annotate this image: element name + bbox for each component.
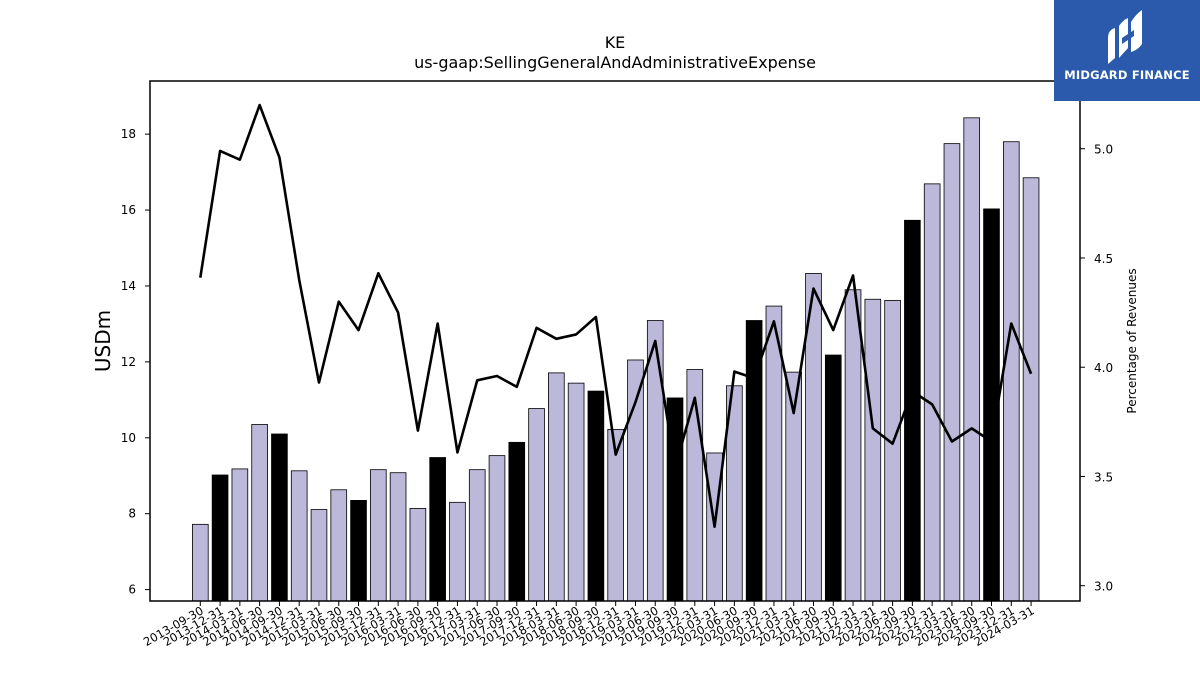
bar-2023-03-31 (943, 143, 961, 602)
bar-2016-09-30 (429, 457, 446, 602)
bar-2021-12-31 (844, 289, 862, 602)
bar-2015-12-31 (370, 469, 387, 602)
y2-tick-label: 5.0 (1094, 143, 1113, 157)
bar-2019-03-31 (627, 359, 644, 602)
y2-axis-label: Percentage of Revenues (1125, 268, 1139, 413)
plot-frame (149, 80, 1081, 602)
y-tick-label: 8 (128, 507, 136, 521)
bar-2014-06-30 (251, 424, 268, 602)
bar-2015-06-30 (330, 489, 348, 602)
midgard-finance-logo: MIDGARD FINANCE (1054, 0, 1200, 101)
bar-2017-06-30 (488, 455, 506, 602)
bar-2023-06-30 (963, 117, 981, 602)
logo-mark-icon (1108, 10, 1142, 64)
bar-2014-12-31 (290, 470, 308, 602)
revenue-percentage-line (199, 103, 1033, 529)
y-tick-label: 6 (128, 583, 136, 597)
bar-2023-12-31 (1002, 141, 1020, 602)
chart-title: KE (605, 33, 626, 52)
chart-subtitle: us-gaap:SellingGeneralAndAdministrativeE… (414, 53, 816, 72)
y2-tick-label: 4.0 (1094, 361, 1113, 375)
y-axis-left: 6 8 10 12 14 16 18 (121, 127, 150, 597)
y-tick-label: 14 (121, 279, 136, 293)
bar-2013-12-31 (211, 474, 229, 602)
bar-series (191, 117, 1040, 602)
bar-2021-09-30 (824, 354, 842, 602)
bar-2022-12-31 (923, 183, 941, 602)
y-axis-label: USDm (91, 310, 115, 372)
bar-2022-06-30 (884, 299, 901, 602)
y-tick-label: 12 (121, 355, 136, 369)
bar-2014-03-31 (231, 468, 249, 602)
bar-2013-09-30 (191, 523, 209, 602)
y2-tick-label: 3.5 (1094, 470, 1113, 484)
bar-2018-09-30 (587, 390, 605, 602)
bar-2019-06-30 (646, 320, 664, 602)
y2-tick-label: 4.5 (1094, 252, 1113, 266)
y-axis-right: 3.0 3.5 4.0 4.5 5.0 (1080, 143, 1113, 594)
bar-2024-03-31 (1022, 177, 1040, 602)
bar-2018-06-30 (567, 382, 585, 602)
bar-2022-09-30 (904, 219, 921, 602)
y2-tick-label: 3.0 (1094, 580, 1113, 594)
y-tick-label: 10 (121, 431, 136, 445)
bar-2017-03-31 (468, 469, 486, 602)
bar-2016-12-31 (449, 501, 466, 602)
line-series (199, 103, 1033, 529)
bar-2017-12-31 (528, 408, 545, 602)
logo-text: MIDGARD FINANCE (1064, 68, 1190, 82)
bar-2017-09-30 (508, 441, 526, 602)
x-axis: 2013-09-302013-12-312014-03-312014-06-30… (141, 601, 1037, 649)
y-tick-label: 18 (121, 127, 136, 141)
y-tick-label: 16 (121, 203, 136, 217)
bar-2016-06-30 (409, 507, 427, 602)
bar-2015-03-31 (310, 509, 328, 602)
bar-2014-09-30 (271, 433, 288, 602)
bar-2015-09-30 (350, 500, 367, 602)
bar-2016-03-31 (389, 472, 407, 602)
bar-2018-03-31 (548, 372, 565, 602)
bar-2022-03-31 (864, 298, 882, 602)
